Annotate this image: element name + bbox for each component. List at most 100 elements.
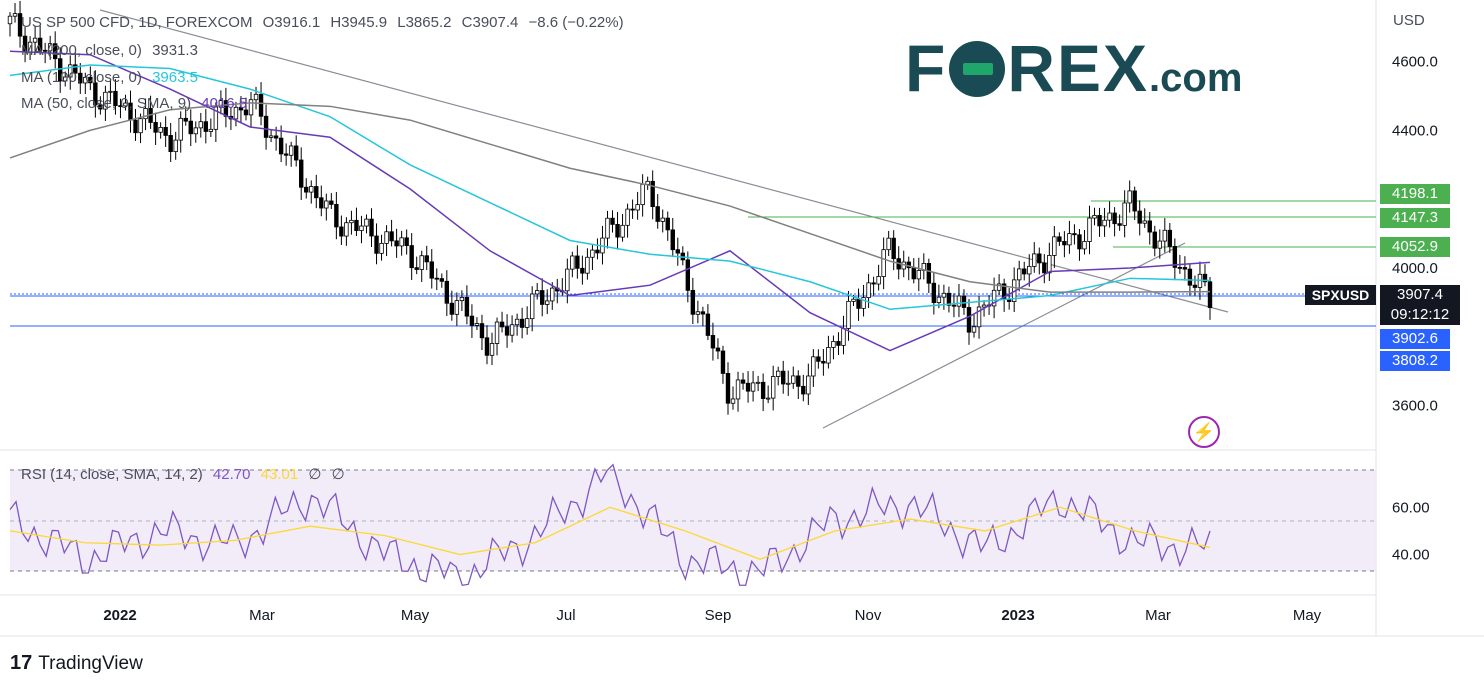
candle-body <box>188 120 193 135</box>
candle-body <box>143 108 148 120</box>
candle-body <box>283 153 289 156</box>
candle-body <box>750 382 756 392</box>
candle-body <box>329 200 334 205</box>
candle-body <box>700 311 706 315</box>
candle-body <box>218 100 224 108</box>
candle-body <box>871 282 876 285</box>
candle-body <box>113 90 118 107</box>
moving-averages-group <box>9 50 1211 352</box>
candle-body <box>550 287 555 302</box>
legend-ma50[interactable]: MA (50, close, 0, SMA, 9) 4016.5 <box>21 95 253 112</box>
legend-symbol[interactable]: US SP 500 CFD, 1D, FOREXCOM <box>21 14 253 31</box>
price-tick-label: 4600.0 <box>1392 54 1438 71</box>
candle-body <box>253 93 259 101</box>
candle-body <box>1137 210 1142 224</box>
candle-body <box>183 117 188 122</box>
candle-body <box>540 290 545 305</box>
candle-body <box>314 186 319 199</box>
candle-body <box>434 277 439 280</box>
candle-body <box>499 321 505 328</box>
candle-body <box>836 341 841 346</box>
candle-body <box>765 397 771 400</box>
candle-body <box>916 270 921 280</box>
candle-body <box>996 283 1002 291</box>
logo-letter-f: F <box>905 31 948 105</box>
candle-body <box>243 109 249 116</box>
candle-body <box>981 304 987 308</box>
candle-body <box>133 119 138 134</box>
legend-ma50-label: MA (50, close, 0, SMA, 9) <box>21 95 192 112</box>
legend-close: C3907.4 <box>461 14 519 31</box>
candle-body <box>263 115 269 138</box>
candle-body <box>1107 212 1112 221</box>
flash-icon[interactable]: ⚡ <box>1188 416 1220 448</box>
candle-body <box>439 278 444 282</box>
candle-body <box>83 76 88 84</box>
candle-body <box>168 135 173 153</box>
candle-body <box>1022 268 1027 275</box>
legend-ma100-label: MA (100, close, 0) <box>21 69 142 86</box>
candle-body <box>966 307 972 333</box>
candle-body <box>93 82 98 106</box>
candle-body <box>575 255 580 269</box>
candle-body <box>509 324 515 336</box>
candle-body <box>876 276 881 285</box>
candle-body <box>529 293 535 320</box>
candle-body <box>384 231 389 244</box>
candle-body <box>610 217 615 225</box>
candle-body <box>1142 220 1147 224</box>
candle-body <box>1152 231 1157 249</box>
countdown-timer: 09:12:12 <box>1390 306 1450 323</box>
legend-ohlc: US SP 500 CFD, 1D, FOREXCOM O3916.1 H394… <box>21 14 630 31</box>
candle-body <box>660 217 665 222</box>
candle-body <box>359 225 364 231</box>
candle-body <box>424 255 429 263</box>
time-tick-label: Mar <box>1145 607 1171 624</box>
candle-body <box>841 328 846 346</box>
candle-body <box>1037 253 1042 264</box>
legend-rsi[interactable]: RSI (14, close, SMA, 14, 2) 42.70 43.01 … <box>21 465 351 483</box>
candle-body <box>7 15 13 25</box>
candle-body <box>449 302 455 315</box>
legend-ma100[interactable]: MA (100, close, 0) 3963.5 <box>21 69 204 86</box>
current-price-value: 3907.4 <box>1397 286 1443 303</box>
candle-body <box>971 326 977 333</box>
candle-body <box>851 298 856 302</box>
legend-ma200[interactable]: MA (200, close, 0) 3931.3 <box>21 42 204 59</box>
candle-body <box>1052 236 1057 256</box>
candle-body <box>374 235 379 254</box>
candle-body <box>1067 233 1072 246</box>
time-tick-label: Nov <box>855 607 882 624</box>
candle-body <box>715 347 721 352</box>
candle-body <box>354 219 359 231</box>
legend-high: H3945.9 <box>330 14 388 31</box>
legend-rsi-label: RSI (14, close, SMA, 14, 2) <box>21 466 203 483</box>
tradingview-footer[interactable]: 17 TradingView <box>10 652 143 675</box>
candle-body <box>138 118 143 134</box>
candle-body <box>956 295 962 307</box>
candle-body <box>801 385 806 395</box>
candle-body <box>770 376 776 399</box>
candle-body <box>695 311 701 315</box>
support-tag-2: 3808.2 <box>1380 351 1450 371</box>
candle-body <box>655 206 660 222</box>
candle-body <box>951 304 957 307</box>
candle-body <box>78 72 83 84</box>
candle-body <box>248 99 254 116</box>
candle-body <box>178 117 183 141</box>
candle-body <box>319 197 324 209</box>
candle-body <box>1187 268 1193 286</box>
candle-body <box>991 289 997 307</box>
candle-body <box>595 249 600 254</box>
candle-body <box>1122 202 1127 226</box>
candle-body <box>1077 234 1082 250</box>
time-tick-label: May <box>401 607 430 624</box>
candle-body <box>886 237 891 251</box>
candle-body <box>238 107 244 111</box>
candle-body <box>534 290 540 295</box>
candle-body <box>349 219 354 224</box>
candle-body <box>404 237 409 246</box>
candle-body <box>1027 265 1032 275</box>
uptrend-line[interactable] <box>822 242 1186 429</box>
